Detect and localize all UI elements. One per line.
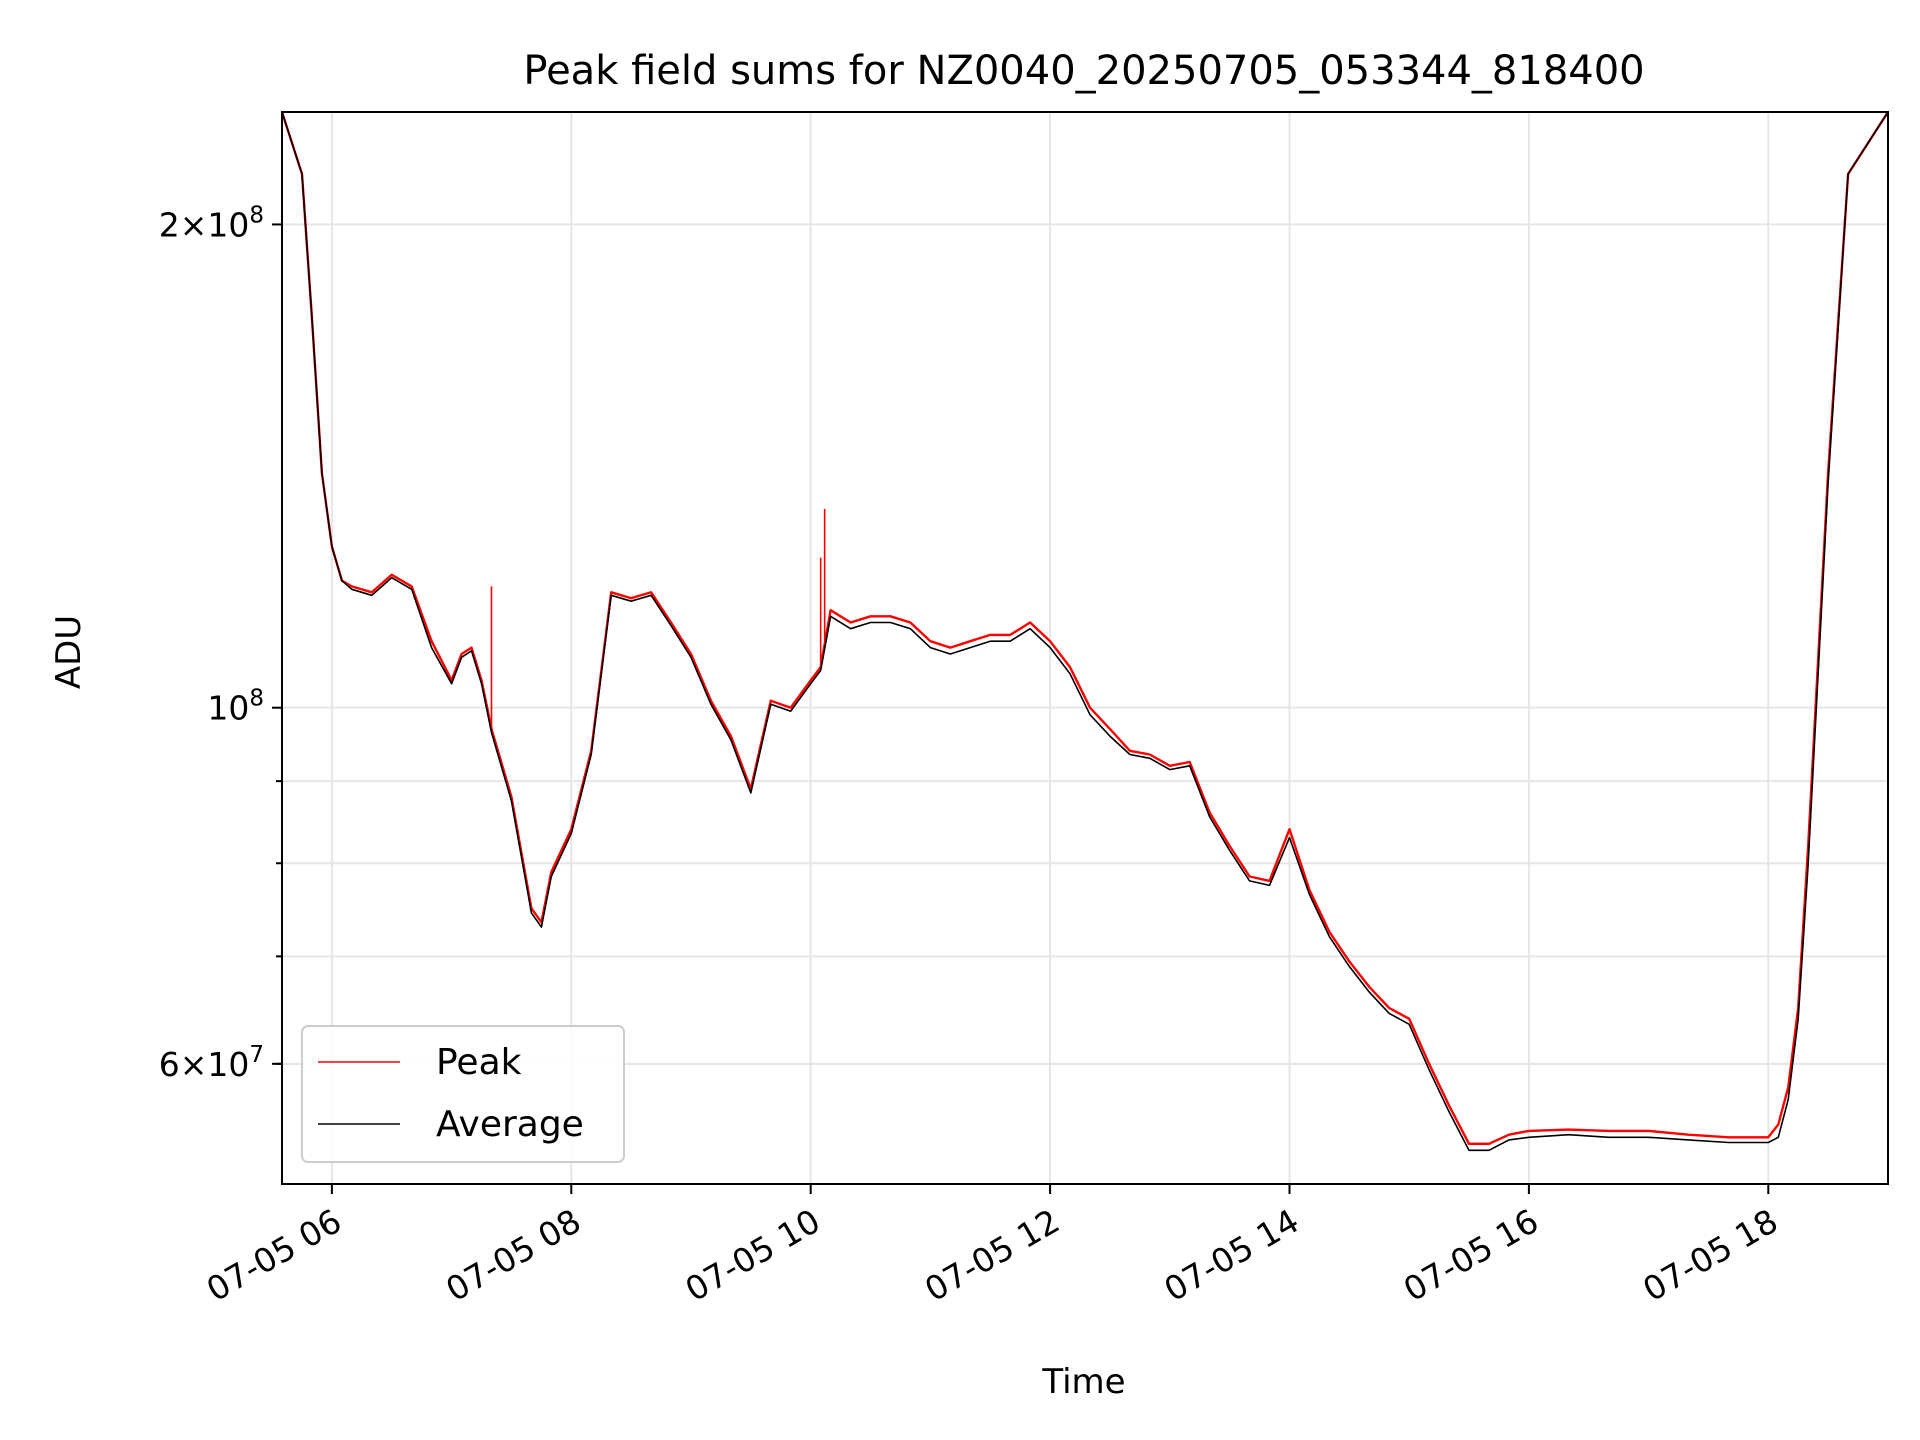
plot-frame [281, 111, 1889, 1185]
y-axis-label: ADU [49, 615, 89, 689]
x-axis-label: Time [1041, 1362, 1125, 1402]
series-line-average [282, 112, 1888, 1152]
legend-box [301, 1025, 625, 1163]
legend-label-average: Average [436, 1104, 584, 1145]
y-axis: 2×108 108 6×107 [159, 202, 282, 1084]
legend-label-peak: Peak [436, 1042, 522, 1083]
series-line-peak [282, 112, 1888, 1146]
y-tick-label: 108 [207, 686, 264, 728]
y-tick-label: 2×108 [159, 202, 264, 244]
chart-title: Peak field sums for NZ0040_20250705_0533… [523, 48, 1644, 94]
y-tick-label: 6×107 [159, 1042, 264, 1084]
series-layer [282, 112, 1888, 1152]
legend: Peak Average [301, 1025, 625, 1163]
